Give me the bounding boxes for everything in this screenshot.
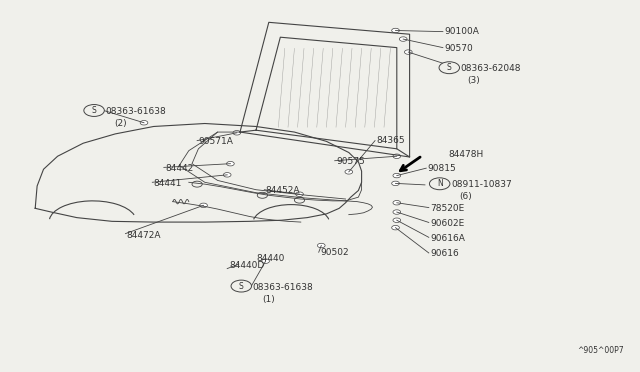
Circle shape	[345, 170, 353, 174]
Text: 90602E: 90602E	[430, 219, 465, 228]
Text: 84441: 84441	[154, 179, 182, 187]
Text: 84365: 84365	[376, 136, 405, 145]
Circle shape	[393, 218, 401, 222]
Circle shape	[227, 161, 234, 166]
Circle shape	[429, 178, 450, 190]
Circle shape	[233, 131, 241, 135]
Text: 90616A: 90616A	[430, 234, 465, 243]
Text: 08911-10837: 08911-10837	[451, 180, 512, 189]
Text: (2): (2)	[114, 119, 127, 128]
Circle shape	[393, 210, 401, 214]
Circle shape	[296, 192, 303, 196]
Circle shape	[393, 173, 401, 178]
Circle shape	[393, 201, 401, 205]
Text: 84440D: 84440D	[229, 262, 264, 270]
Circle shape	[317, 243, 325, 248]
Text: S: S	[239, 282, 244, 291]
Text: S: S	[92, 106, 97, 115]
Circle shape	[399, 37, 407, 41]
Text: (6): (6)	[460, 192, 472, 201]
Circle shape	[439, 62, 460, 74]
Text: 84442: 84442	[165, 164, 193, 173]
Text: 08363-61638: 08363-61638	[106, 107, 166, 116]
Text: 78520E: 78520E	[430, 204, 465, 213]
Circle shape	[231, 280, 252, 292]
Text: 90616: 90616	[430, 249, 459, 258]
Text: N: N	[437, 179, 442, 188]
Text: 90815: 90815	[428, 164, 456, 173]
Circle shape	[223, 173, 231, 177]
Text: (3): (3)	[467, 76, 480, 85]
Circle shape	[262, 259, 269, 263]
Text: ^905^00P7: ^905^00P7	[577, 346, 624, 355]
Text: 90502: 90502	[320, 248, 349, 257]
Text: 90100A: 90100A	[445, 27, 479, 36]
Circle shape	[392, 28, 399, 33]
Circle shape	[392, 225, 399, 230]
Text: 84452A: 84452A	[266, 186, 300, 195]
Circle shape	[393, 154, 401, 158]
Text: 08363-62048: 08363-62048	[461, 64, 522, 73]
Circle shape	[140, 121, 148, 125]
Text: S: S	[447, 63, 452, 72]
Text: 90571A: 90571A	[198, 137, 233, 146]
Circle shape	[200, 203, 207, 208]
Circle shape	[392, 181, 399, 186]
Text: 90570: 90570	[445, 44, 474, 53]
Circle shape	[404, 50, 412, 54]
Text: 84472A: 84472A	[127, 231, 161, 240]
Text: 84478H: 84478H	[448, 150, 483, 158]
Text: 90575: 90575	[336, 157, 365, 166]
Text: (1): (1)	[262, 295, 275, 304]
Text: 84440: 84440	[256, 254, 284, 263]
Text: 08363-61638: 08363-61638	[253, 283, 314, 292]
Circle shape	[84, 105, 104, 116]
